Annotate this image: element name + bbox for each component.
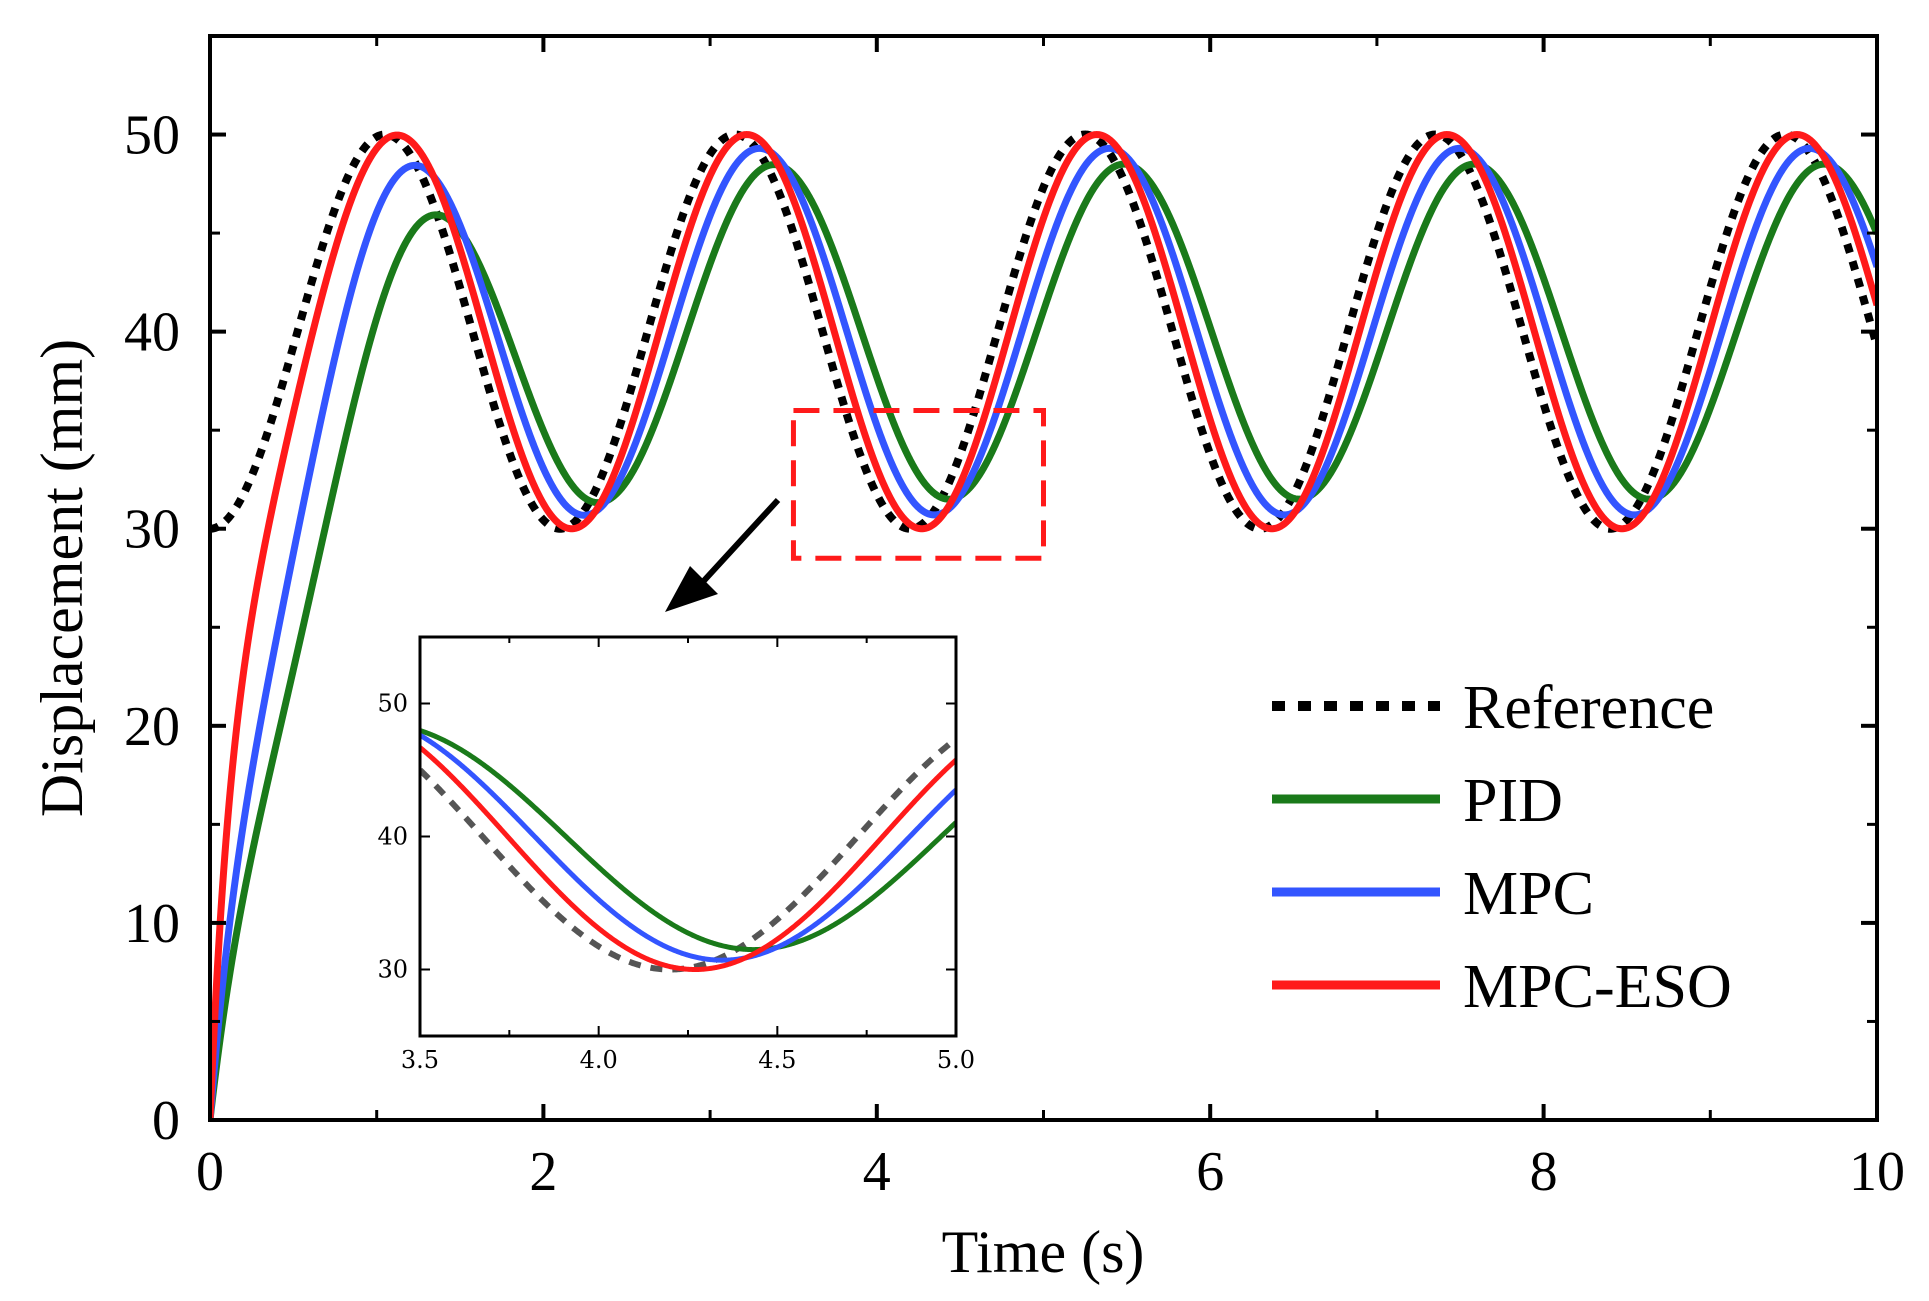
inset-plot-frame bbox=[418, 635, 958, 1038]
y-axis-label: Displacement (mm) bbox=[29, 339, 95, 817]
x-tick-label: 0 bbox=[196, 1141, 224, 1203]
inset-ticks: 3.5 4.0 4.5 5.0 30 40 50 bbox=[377, 637, 975, 1074]
y-tick-label: 0 bbox=[152, 1090, 180, 1152]
series-line-mpc-eso bbox=[210, 131, 1877, 1120]
main-plot-frame bbox=[208, 34, 1879, 1122]
legend-label-mpc: MPC bbox=[1463, 860, 1594, 928]
zoom-indicator bbox=[665, 407, 1047, 612]
x-tick-label: 4 bbox=[863, 1141, 891, 1203]
series-line-mpc bbox=[210, 144, 1877, 1120]
y-tick-label: 50 bbox=[124, 105, 180, 167]
x-tick-label: 10 bbox=[1849, 1141, 1905, 1203]
legend-label-pid: PID bbox=[1463, 767, 1563, 835]
main-series-group bbox=[210, 130, 1877, 1120]
inset-y-tick-label: 40 bbox=[377, 823, 408, 851]
series-line-pid bbox=[210, 160, 1877, 1120]
zoom-arrow-shaft bbox=[697, 497, 781, 588]
series-line-reference bbox=[210, 130, 1877, 533]
x-axis-label: Time (s) bbox=[942, 1219, 1145, 1285]
inset-plot: 3.5 4.0 4.5 5.0 30 40 50 bbox=[377, 635, 975, 1074]
inset-x-tick-label: 5.0 bbox=[937, 1046, 975, 1074]
inset-y-tick-label: 50 bbox=[377, 690, 408, 718]
y-tick-label: 20 bbox=[124, 696, 180, 758]
x-tick-label: 2 bbox=[529, 1141, 557, 1203]
inset-x-tick-label: 3.5 bbox=[401, 1046, 439, 1074]
y-tick-label: 10 bbox=[124, 893, 180, 955]
zoom-arrow-head bbox=[665, 566, 718, 612]
inset-series-line-pid bbox=[420, 728, 956, 953]
main-plot: 0 2 4 6 8 10 0 10 20 30 40 50 Time (s) Displacement… bbox=[29, 34, 1905, 1285]
inset-background bbox=[420, 637, 956, 1036]
inset-series-group bbox=[420, 728, 956, 973]
inset-x-tick-label: 4.0 bbox=[580, 1046, 618, 1074]
inset-y-tick-label: 30 bbox=[377, 956, 408, 984]
inset-series-line-mpc-eso bbox=[420, 745, 956, 972]
zoom-box bbox=[790, 407, 1047, 561]
x-tick-label: 8 bbox=[1530, 1141, 1558, 1203]
inset-x-tick-label: 4.5 bbox=[758, 1046, 796, 1074]
inset-series-line-reference bbox=[420, 736, 956, 973]
y-tick-label: 30 bbox=[124, 499, 180, 561]
x-tick-label: 6 bbox=[1196, 1141, 1224, 1203]
legend: Reference PID MPC MPC-ESO bbox=[1272, 674, 1732, 1021]
legend-label-mpc-eso: MPC-ESO bbox=[1463, 953, 1732, 1021]
inset-series-line-mpc bbox=[420, 733, 956, 963]
y-tick-label: 40 bbox=[124, 302, 180, 364]
legend-label-reference: Reference bbox=[1463, 674, 1714, 742]
main-ticks: 0 2 4 6 8 10 0 10 20 30 40 50 bbox=[124, 36, 1905, 1203]
